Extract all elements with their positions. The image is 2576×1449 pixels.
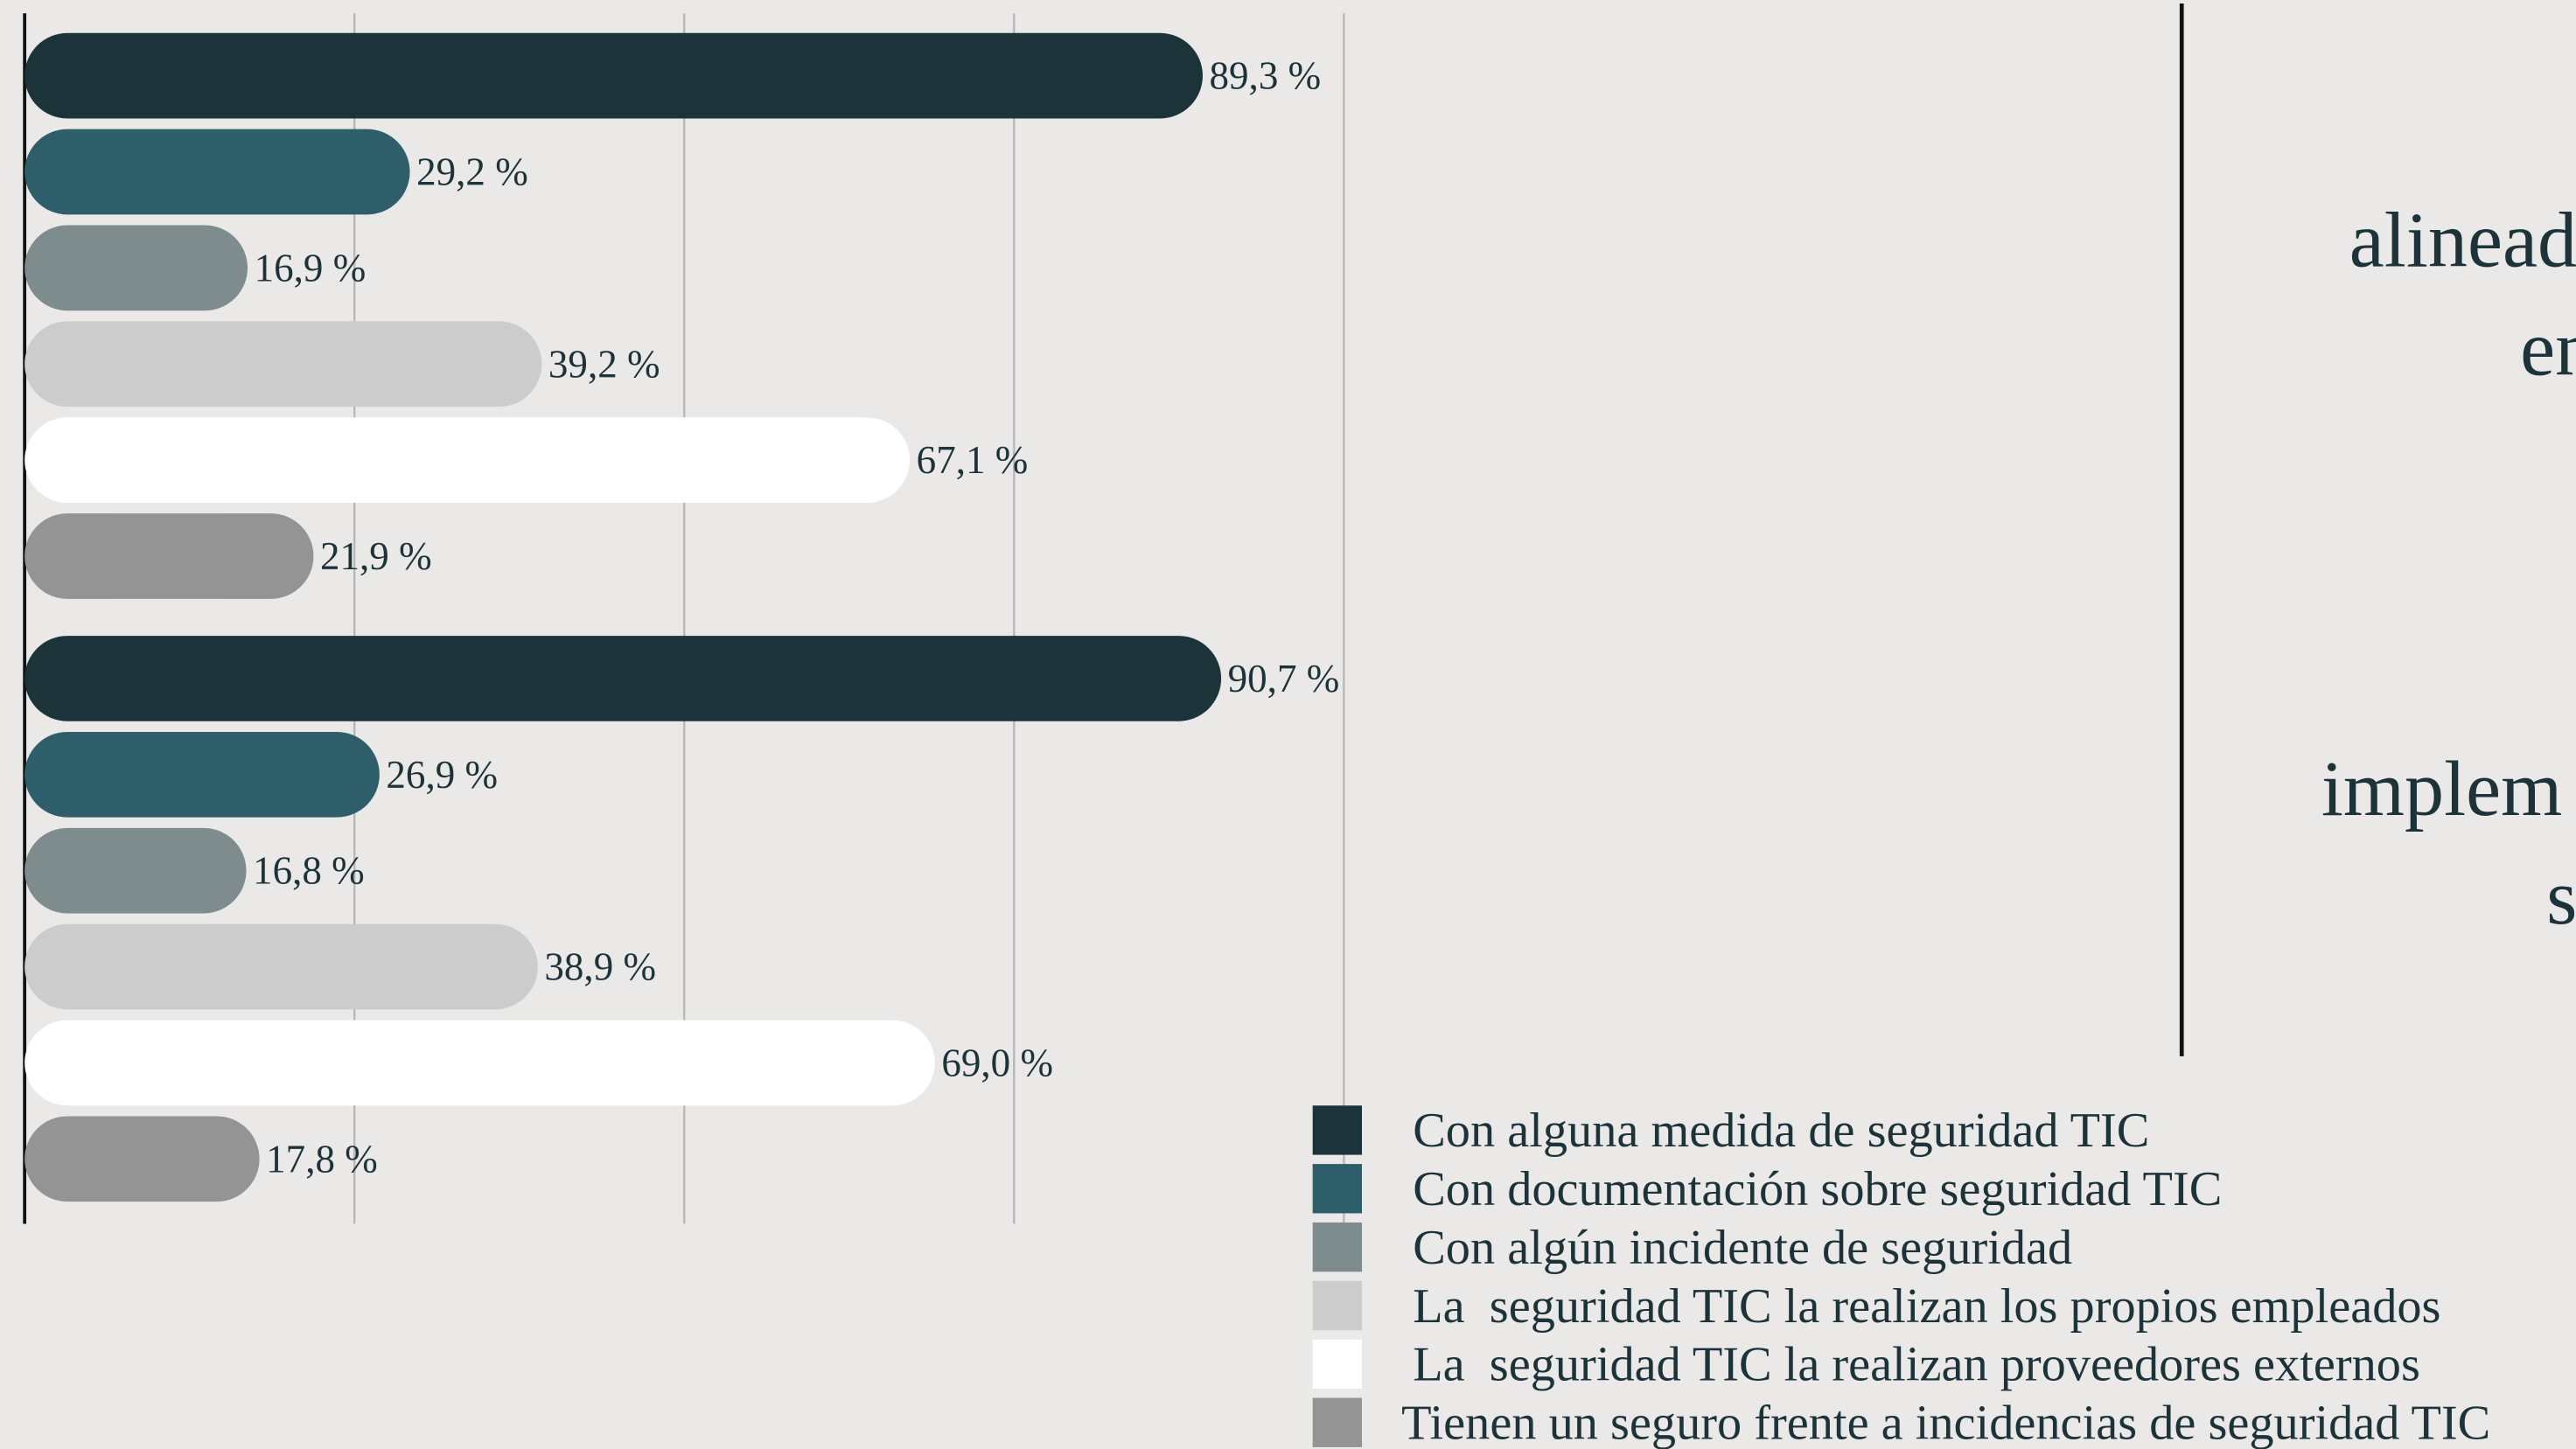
legend-swatch xyxy=(1312,1280,1363,1331)
value-label: 16,8 % xyxy=(253,849,365,893)
legend-label: La seguridad TIC la realizan proveedores… xyxy=(1413,1338,2420,1392)
value-label: 29,2 % xyxy=(416,150,528,194)
value-label: 21,9 % xyxy=(320,534,432,578)
side-text: en xyxy=(2520,304,2576,392)
legend-label: Con documentación sobre seguridad TIC xyxy=(1413,1162,2222,1216)
bar xyxy=(24,225,248,311)
value-label: 26,9 % xyxy=(386,753,498,797)
value-label: 90,7 % xyxy=(1228,657,1340,700)
bar xyxy=(24,321,542,408)
legend-label: La seguridad TIC la realizan los propios… xyxy=(1413,1279,2440,1334)
bar xyxy=(24,129,410,215)
bar xyxy=(24,636,1222,721)
bar xyxy=(24,1116,260,1202)
value-label: 39,2 % xyxy=(548,342,660,386)
value-label: 89,3 % xyxy=(1209,54,1321,98)
legend-label: Con alguna medida de seguridad TIC xyxy=(1413,1104,2149,1158)
bar xyxy=(24,513,314,599)
bar xyxy=(24,827,247,914)
side-text: implem xyxy=(2321,745,2562,832)
legend-swatch xyxy=(1312,1397,1363,1447)
bar xyxy=(24,923,538,1010)
legend-label: Con algún incidente de seguridad xyxy=(1413,1221,2072,1275)
side-text: s xyxy=(2546,853,2576,941)
bar xyxy=(24,32,1203,119)
value-label: 16,9 % xyxy=(255,246,367,289)
bar xyxy=(24,1020,935,1106)
legend-swatch xyxy=(1312,1222,1363,1272)
bar xyxy=(24,731,380,818)
legend-swatch xyxy=(1312,1339,1363,1390)
bar xyxy=(24,417,911,503)
legend-swatch xyxy=(1312,1105,1363,1155)
side-text: alinead xyxy=(2349,196,2576,283)
legend-swatch xyxy=(1312,1164,1363,1214)
legend-label: Tienen un seguro frente a incidencias de… xyxy=(1401,1397,2490,1449)
value-label: 38,9 % xyxy=(544,945,656,989)
value-label: 17,8 % xyxy=(266,1137,378,1181)
value-label: 67,1 % xyxy=(917,438,1029,482)
value-label: 69,0 % xyxy=(941,1041,1053,1084)
